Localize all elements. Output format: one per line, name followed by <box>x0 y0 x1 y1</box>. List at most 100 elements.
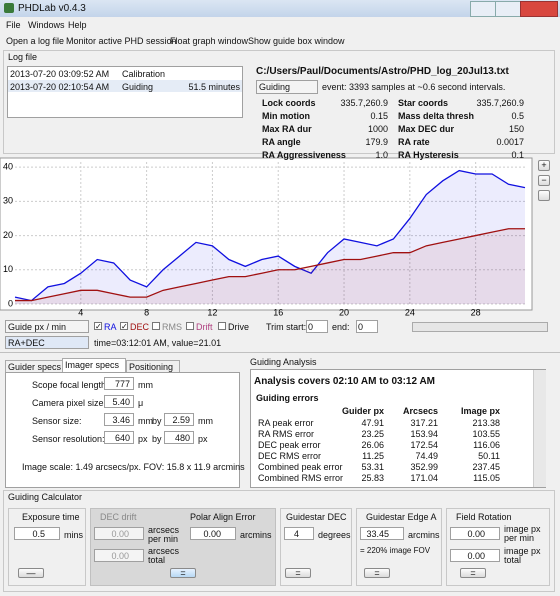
calc-unit: mins <box>64 530 84 540</box>
spec-label: Camera pixel size: <box>32 398 107 408</box>
log-list[interactable] <box>7 66 243 118</box>
calc-title: Guidestar Edge A <box>366 512 437 522</box>
mode-select[interactable] <box>5 336 89 349</box>
toolbar-button[interactable]: Open a log file <box>6 36 65 46</box>
stat-value: 335.7,260.9 <box>476 98 524 108</box>
tab-active[interactable]: Imager specs <box>62 358 126 374</box>
area-fill <box>15 170 525 304</box>
calc-input[interactable]: 0.5 <box>14 527 60 540</box>
maximize[interactable] <box>495 1 521 17</box>
trim-end-label: end: <box>332 322 350 332</box>
spec-input[interactable]: 3.46 <box>104 413 134 426</box>
checkbox[interactable] <box>218 322 226 330</box>
section-select-text[interactable]: Guiding <box>259 82 291 92</box>
calc-unit: arcmins <box>408 530 440 540</box>
mode-select-text[interactable]: RA+DEC <box>8 338 45 348</box>
area-fill <box>15 228 525 304</box>
units-select-text[interactable]: Guide px / min <box>8 322 67 332</box>
log-event[interactable]: Calibration <box>122 69 166 79</box>
cell: 23.25 <box>361 429 384 439</box>
row-label: RA peak error <box>258 418 314 428</box>
checkbox[interactable]: ✓ <box>94 322 102 331</box>
y-tick-label: 0 <box>8 298 13 308</box>
trim-start-input[interactable]: 0 <box>306 320 328 333</box>
spec-input[interactable]: 480 <box>164 431 194 444</box>
calc-input[interactable]: 0.00 <box>450 527 500 540</box>
checkbox[interactable]: ✓ <box>120 322 128 331</box>
spec-by: by <box>152 434 162 444</box>
units-select[interactable] <box>5 320 89 333</box>
spec-input[interactable]: 777 <box>104 377 134 390</box>
zoom-reset[interactable] <box>538 190 550 201</box>
log-duration[interactable]: 51.5 minutes <box>188 82 240 92</box>
minimize[interactable] <box>470 1 496 17</box>
calc-button[interactable]: = <box>285 568 311 578</box>
log-date[interactable]: 2013-07-20 02:10:54 AM <box>10 82 110 92</box>
y-tick-label: 30 <box>3 196 13 206</box>
calc-unit: degrees <box>318 530 351 540</box>
spec-by: by <box>152 416 162 426</box>
checkbox[interactable] <box>152 322 160 330</box>
toolbar-button[interactable]: Monitor active PHD session <box>66 36 177 46</box>
close[interactable] <box>520 1 558 17</box>
calc-title: Exposure time <box>22 512 80 522</box>
zoom-in[interactable]: + <box>538 160 550 171</box>
spec-label: Sensor size: <box>32 416 82 426</box>
spec-unit: px <box>198 434 208 444</box>
check-label: DEC <box>130 322 150 332</box>
x-tick-label: 16 <box>273 307 283 316</box>
cell: 317.21 <box>410 418 438 428</box>
analysis-covers: Analysis covers 02:10 AM to 03:12 AM <box>254 376 436 387</box>
calc-button[interactable]: = <box>460 568 486 578</box>
log-event[interactable]: Guiding <box>122 82 154 92</box>
analysis-title: Guiding Analysis <box>250 357 317 367</box>
cell: 172.54 <box>410 440 438 450</box>
row-label: DEC RMS error <box>258 451 322 461</box>
checkbox[interactable] <box>186 322 194 330</box>
trim-slider[interactable] <box>412 322 548 332</box>
stat-label: RA Hysteresis <box>398 150 459 160</box>
event-info: event: 3393 samples at ~0.6 second inter… <box>322 82 506 92</box>
group-title: Log file <box>8 52 38 62</box>
menu-item[interactable]: File <box>6 20 21 30</box>
trim-start-label: Trim start: <box>266 322 307 332</box>
log-row-bg <box>8 80 242 92</box>
image-scale: Image scale: 1.49 arcsecs/px. FOV: 15.8 … <box>22 462 245 472</box>
cell: 50.11 <box>478 451 500 461</box>
calc-button[interactable]: — <box>18 568 44 578</box>
spec-input[interactable]: 2.59 <box>164 413 194 426</box>
group-title: Guiding Calculator <box>8 492 83 502</box>
spec-input[interactable]: 5.40 <box>104 395 134 408</box>
stat-label: RA angle <box>262 137 301 147</box>
check-label: RA <box>104 322 117 332</box>
calc-panel <box>280 508 352 586</box>
x-tick-label: 12 <box>207 307 217 316</box>
calc-input[interactable]: 0.00 <box>450 549 500 562</box>
menu-item[interactable]: Help <box>68 20 87 30</box>
menu-item[interactable]: Windows <box>28 20 65 30</box>
stat-value: 0.5 <box>511 111 524 121</box>
calc-input[interactable]: 0.00 <box>94 527 144 540</box>
toolbar-button[interactable]: Float graph window <box>170 36 249 46</box>
stat-label: RA rate <box>398 137 430 147</box>
section-select[interactable] <box>256 80 318 94</box>
cell: 116.06 <box>473 440 500 450</box>
calc-title: Field Rotation <box>456 512 512 522</box>
spec-input[interactable]: 640 <box>104 431 134 444</box>
calc-input[interactable]: 0.00 <box>94 549 144 562</box>
calc-input[interactable]: 4 <box>284 527 314 540</box>
stat-value: 1000 <box>367 124 388 134</box>
calc-input[interactable]: 33.45 <box>360 527 404 540</box>
toolbar-button[interactable]: Show guide box window <box>248 36 345 46</box>
errors-title: Guiding errors <box>256 393 319 403</box>
calc-button[interactable]: = <box>170 568 196 578</box>
zoom-out[interactable]: − <box>538 175 550 186</box>
log-date[interactable]: 2013-07-20 03:09:52 AM <box>10 69 110 79</box>
column-header: Guider px <box>341 406 384 416</box>
calc-input[interactable]: 0.00 <box>190 527 236 540</box>
scrollbar[interactable] <box>533 370 546 487</box>
trim-end-input[interactable]: 0 <box>356 320 378 333</box>
calc-button[interactable]: = <box>364 568 390 578</box>
calc-panel <box>446 508 550 586</box>
